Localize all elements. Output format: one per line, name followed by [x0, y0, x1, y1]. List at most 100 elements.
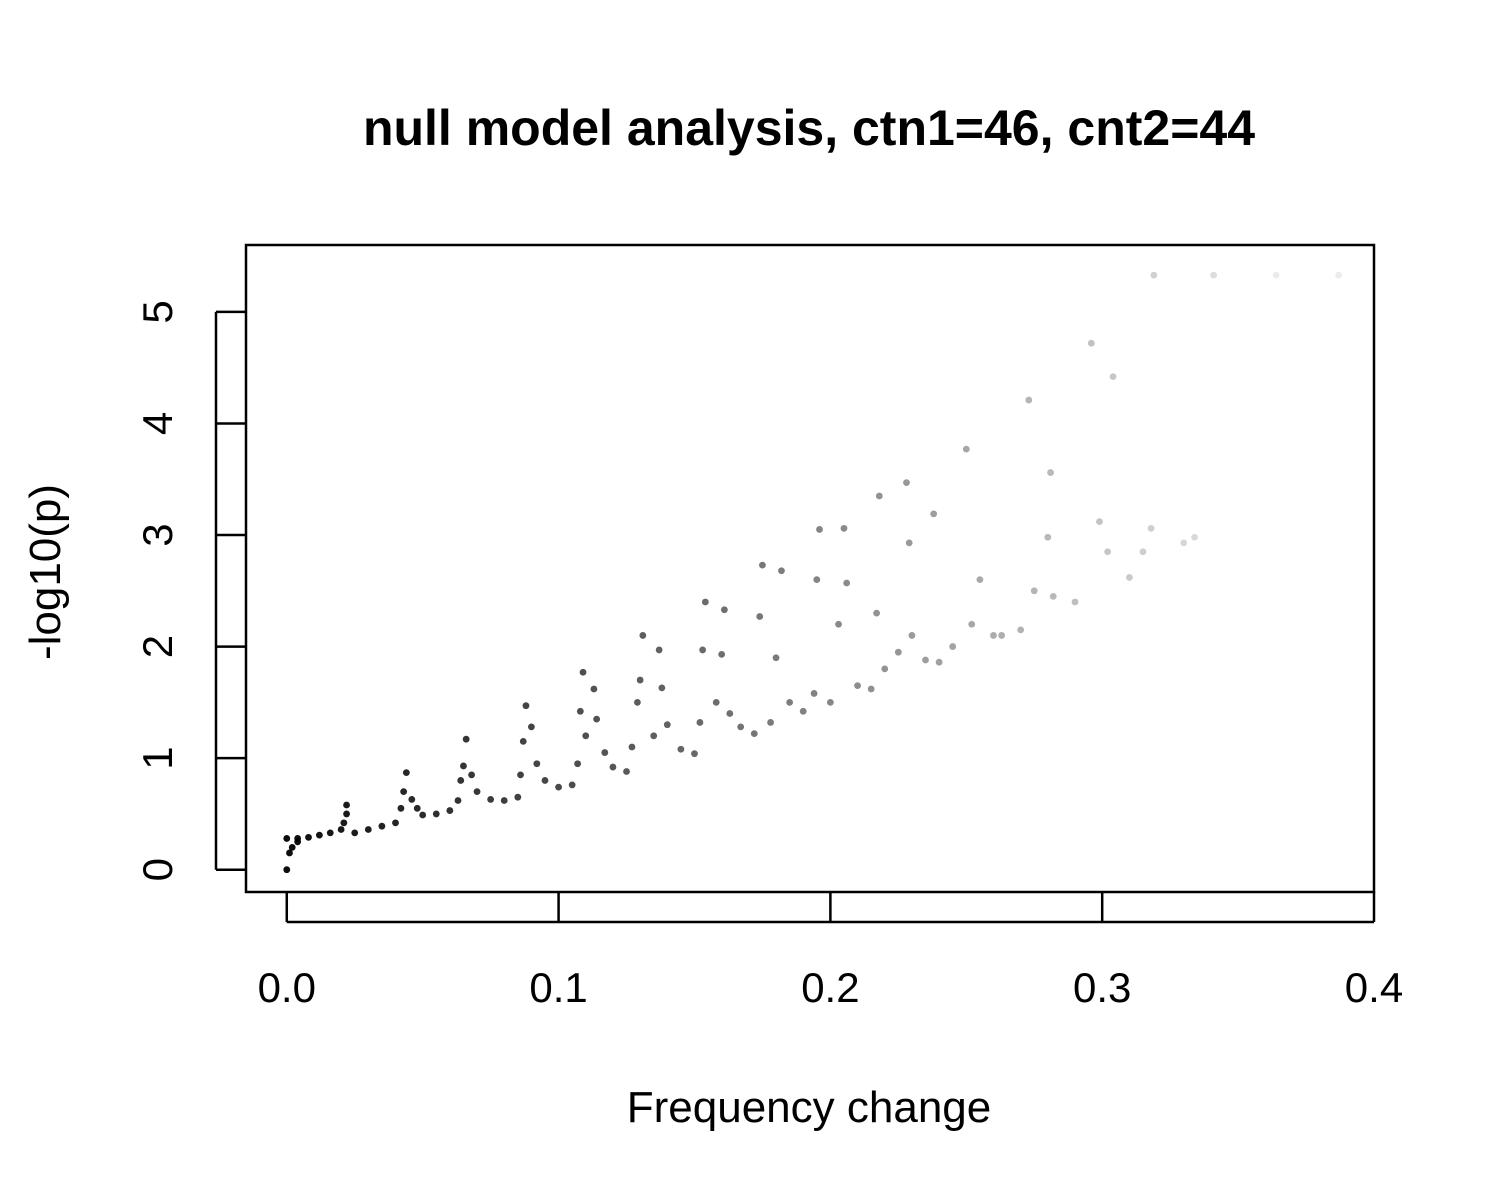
data-point: [712, 698, 720, 706]
data-point: [1109, 373, 1117, 381]
data-point: [590, 685, 598, 693]
data-point: [949, 643, 957, 650]
data-point: [1180, 539, 1188, 547]
x-axis: 0.0 0.1 0.2 0.3 0.4: [258, 892, 1403, 1011]
data-point: [286, 849, 293, 857]
data-point: [402, 769, 410, 777]
data-point: [726, 710, 734, 717]
y-tick-label: 5: [134, 300, 181, 323]
data-point: [457, 777, 465, 784]
data-point: [541, 777, 549, 784]
data-point: [756, 613, 764, 620]
data-point: [658, 684, 666, 692]
data-point: [1150, 271, 1158, 279]
data-point: [854, 682, 861, 690]
data-point: [720, 606, 728, 614]
data-point: [908, 632, 916, 639]
data-point: [1047, 469, 1054, 476]
data-point: [1071, 598, 1079, 606]
data-point: [601, 749, 609, 756]
data-point: [378, 822, 386, 830]
data-point: [1104, 548, 1112, 556]
data-point: [623, 768, 630, 775]
data-point: [1096, 518, 1103, 526]
data-point: [639, 632, 647, 639]
data-point: [759, 561, 766, 569]
x-tick-label: 0.4: [1345, 964, 1403, 1011]
y-axis: 0 1 2 3 4 5: [134, 300, 246, 881]
data-point: [968, 620, 976, 628]
data-point: [650, 732, 658, 740]
data-point: [1125, 574, 1133, 581]
data-point: [962, 445, 970, 453]
data-point: [903, 479, 910, 487]
data-point: [905, 539, 913, 547]
data-point: [1272, 271, 1280, 279]
data-point: [514, 793, 522, 801]
data-point: [1025, 396, 1033, 404]
data-point: [593, 715, 601, 723]
data-point: [699, 646, 707, 654]
data-point: [1049, 592, 1057, 600]
data-point: [1017, 626, 1025, 634]
data-point: [1335, 271, 1343, 279]
data-point: [288, 843, 296, 851]
data-point: [419, 811, 427, 819]
y-tick-label: 0: [134, 858, 181, 881]
data-point: [767, 719, 774, 726]
data-point: [1147, 524, 1155, 532]
x-axis-label: Frequency change: [627, 1083, 991, 1132]
data-point: [867, 685, 875, 693]
data-point: [468, 771, 475, 779]
data-point: [1210, 271, 1218, 279]
data-point: [786, 698, 794, 706]
data-point: [810, 690, 818, 697]
y-tick-label: 3: [134, 523, 181, 546]
data-point: [634, 698, 641, 706]
data-point: [555, 783, 562, 791]
data-point: [930, 510, 938, 518]
x-tick-label: 0.0: [258, 964, 316, 1011]
data-point: [873, 609, 880, 617]
data-point: [574, 760, 582, 768]
data-points: [283, 271, 1343, 874]
data-point: [1139, 548, 1147, 556]
data-point: [1044, 533, 1052, 541]
data-point: [875, 492, 883, 500]
data-point: [519, 738, 527, 745]
data-point: [533, 760, 541, 768]
x-tick-label: 0.2: [801, 964, 859, 1011]
data-point: [400, 788, 408, 796]
data-point: [696, 719, 704, 726]
data-point: [976, 576, 984, 584]
data-point: [343, 810, 350, 818]
data-point: [283, 866, 291, 874]
data-point: [737, 723, 745, 731]
data-point: [454, 797, 462, 804]
data-point: [894, 648, 902, 656]
data-point: [663, 721, 671, 729]
data-point: [522, 702, 530, 710]
data-point: [392, 819, 399, 827]
data-point: [527, 723, 535, 731]
data-point: [326, 829, 334, 837]
data-point: [990, 632, 997, 639]
data-point: [460, 762, 467, 770]
data-point: [315, 831, 323, 839]
data-point: [1087, 339, 1095, 347]
data-point: [364, 826, 372, 833]
data-point: [835, 620, 842, 628]
data-point: [691, 750, 698, 758]
data-point: [840, 524, 848, 532]
data-point: [636, 676, 644, 684]
x-tick-label: 0.3: [1073, 964, 1131, 1011]
y-tick-label: 2: [134, 635, 181, 658]
data-point: [843, 579, 851, 587]
data-point: [473, 788, 481, 796]
data-point: [294, 835, 302, 842]
data-point: [1030, 587, 1038, 595]
y-tick-label: 4: [134, 412, 181, 435]
data-point: [343, 801, 350, 809]
data-point: [283, 835, 291, 842]
